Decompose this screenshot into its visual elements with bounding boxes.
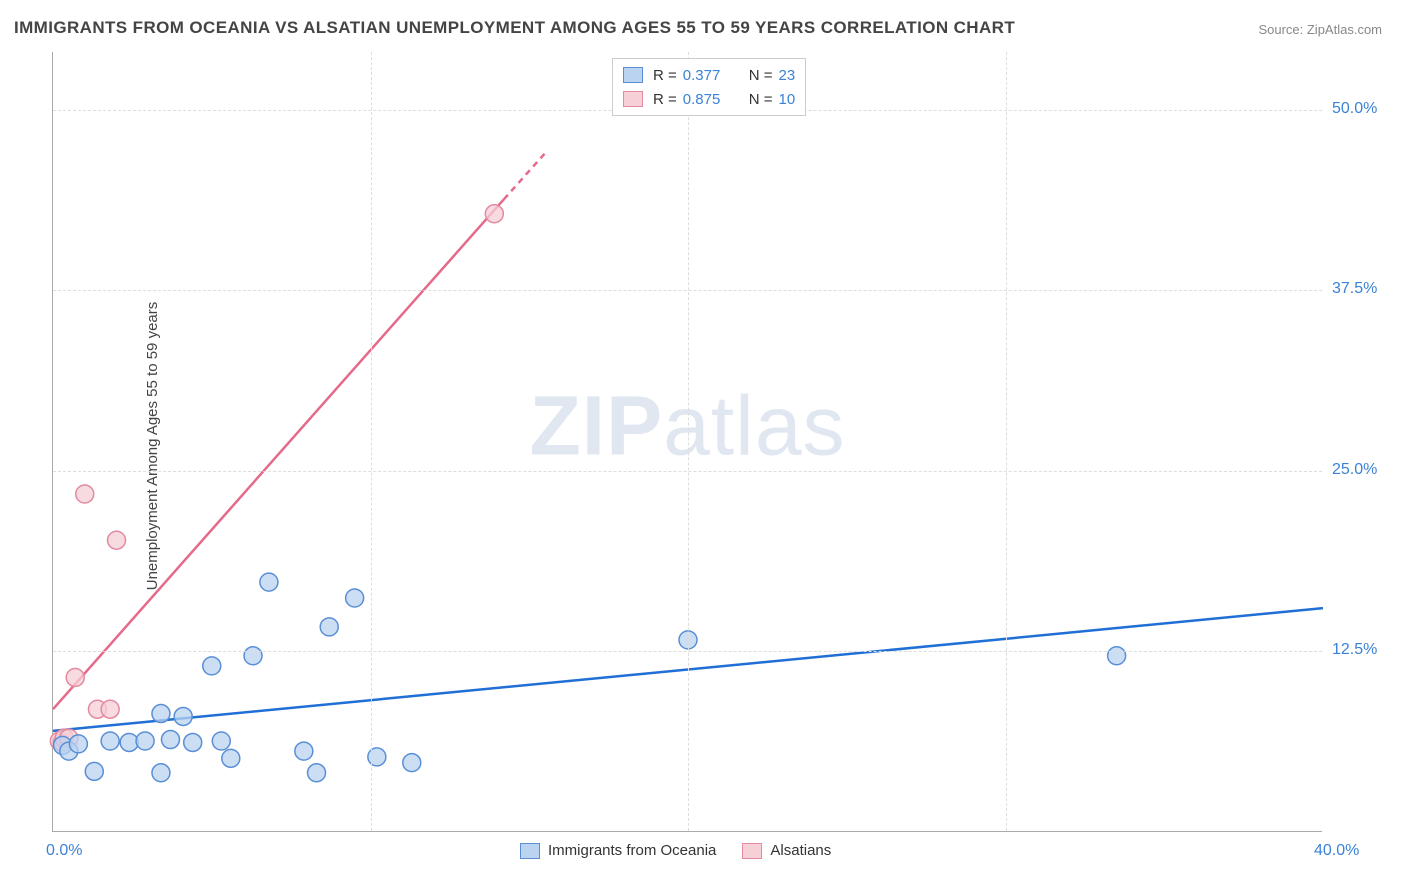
data-point — [244, 647, 262, 665]
legend-series-name: Immigrants from Oceania — [548, 842, 716, 859]
data-point — [108, 531, 126, 549]
legend-swatch — [742, 843, 762, 859]
legend-correlation-box: R = 0.377 N = 23 R = 0.875 N = 10 — [612, 58, 806, 116]
trend-line — [53, 199, 504, 709]
legend-series-name: Alsatians — [770, 842, 831, 859]
data-point — [295, 742, 313, 760]
legend-r-value: 0.875 — [683, 91, 735, 108]
x-tick-label: 0.0% — [46, 842, 82, 860]
legend-r-label: R = — [653, 91, 677, 108]
legend-n-value: 23 — [779, 67, 796, 84]
data-point — [1108, 647, 1126, 665]
data-point — [66, 668, 84, 686]
data-point — [222, 749, 240, 767]
y-tick-label: 25.0% — [1332, 461, 1377, 479]
legend-item: Immigrants from Oceania — [520, 842, 716, 859]
data-point — [212, 732, 230, 750]
y-tick-label: 37.5% — [1332, 280, 1377, 298]
y-tick-label: 50.0% — [1332, 100, 1377, 118]
grid-line-v — [371, 52, 372, 831]
legend-n-value: 10 — [779, 91, 796, 108]
legend-swatch — [623, 67, 643, 83]
chart-title: IMMIGRANTS FROM OCEANIA VS ALSATIAN UNEM… — [14, 18, 1015, 38]
legend-series: Immigrants from Oceania Alsatians — [520, 842, 849, 859]
data-point — [308, 764, 326, 782]
data-point — [260, 573, 278, 591]
source-label: Source: ZipAtlas.com — [1258, 22, 1382, 37]
data-point — [203, 657, 221, 675]
legend-r-row: R = 0.377 N = 23 — [623, 63, 795, 87]
data-point — [76, 485, 94, 503]
legend-r-label: R = — [653, 67, 677, 84]
y-tick-label: 12.5% — [1332, 641, 1377, 659]
data-point — [174, 707, 192, 725]
data-point — [403, 754, 421, 772]
data-point — [346, 589, 364, 607]
data-point — [152, 705, 170, 723]
plot-area: ZIPatlas — [52, 52, 1322, 832]
legend-n-label: N = — [749, 91, 773, 108]
data-point — [152, 764, 170, 782]
data-point — [85, 762, 103, 780]
trend-line — [504, 153, 545, 199]
legend-swatch — [520, 843, 540, 859]
legend-item: Alsatians — [742, 842, 831, 859]
grid-line-v — [1006, 52, 1007, 831]
legend-r-row: R = 0.875 N = 10 — [623, 87, 795, 111]
legend-swatch — [623, 91, 643, 107]
legend-n-label: N = — [749, 67, 773, 84]
data-point — [69, 735, 87, 753]
data-point — [161, 731, 179, 749]
data-point — [485, 205, 503, 223]
data-point — [101, 732, 119, 750]
data-point — [320, 618, 338, 636]
data-point — [184, 733, 202, 751]
legend-r-value: 0.377 — [683, 67, 735, 84]
data-point — [101, 700, 119, 718]
data-point — [136, 732, 154, 750]
x-tick-label: 40.0% — [1314, 842, 1359, 860]
grid-line-v — [688, 52, 689, 831]
